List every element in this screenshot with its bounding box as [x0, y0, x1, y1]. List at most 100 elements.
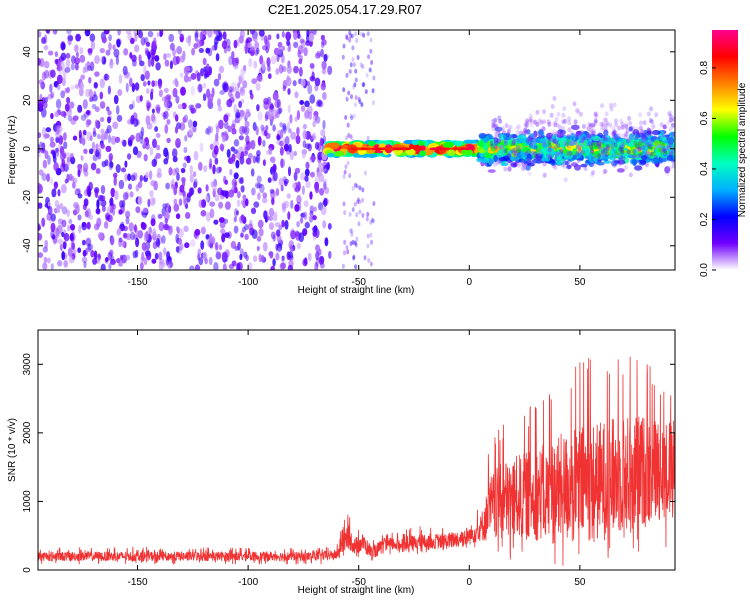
spectrogram-cell — [309, 94, 316, 104]
spectrogram-cell — [569, 141, 574, 146]
spectrogram-cell — [198, 47, 205, 54]
spectrogram-cell — [129, 231, 135, 241]
spectrogram-cell — [247, 262, 253, 270]
spectrogram-cell — [70, 84, 76, 91]
spectrogram-cell — [253, 60, 258, 69]
spectrogram-cell — [601, 149, 606, 155]
spectrogram-cell — [221, 233, 226, 243]
spectrogram-cell — [503, 166, 508, 172]
spectrogram-cell — [147, 57, 152, 68]
spectrogram-cell — [184, 66, 191, 72]
colorbar-tick-label: 0.0 — [699, 263, 710, 277]
spectrogram-cell — [262, 139, 266, 147]
spectrogram-cell — [609, 148, 616, 155]
spectrogram-cell — [628, 126, 633, 132]
spectrogram-cell — [41, 172, 47, 182]
spectrogram-cell — [43, 256, 48, 264]
spectrogram-cell — [257, 135, 262, 146]
spectrogram-cell — [233, 208, 239, 218]
spectrogram-cell — [94, 119, 99, 129]
spectrogram-cell — [606, 144, 610, 150]
spectrogram-cell — [151, 108, 155, 114]
spectrogram-cell — [477, 140, 485, 147]
spectrogram-cell — [222, 252, 229, 260]
spectrogram-cell — [60, 110, 67, 117]
spectrogram-cell — [118, 179, 125, 190]
spectrogram-cell — [620, 146, 625, 152]
spectrogram-cell — [179, 72, 184, 78]
spectrogram-cell — [641, 142, 646, 148]
spectrogram-cell — [574, 140, 579, 146]
spectrogram-cell — [211, 45, 217, 51]
spectrogram-cell — [219, 143, 225, 151]
spectrogram-cell — [603, 126, 608, 132]
spectrogram-cell — [604, 137, 609, 142]
spectrogram-cell — [668, 113, 673, 119]
spectrogram-y-tick-label: 40 — [22, 46, 33, 58]
spectrogram-cell — [520, 159, 525, 165]
spectrogram-cell — [553, 155, 558, 161]
spectrogram-cell — [515, 125, 519, 131]
spectrogram-cell — [269, 103, 274, 110]
spectrogram-cell — [83, 148, 88, 155]
spectrogram-cell — [188, 265, 195, 270]
spectrogram-cell — [588, 123, 596, 128]
spectrogram-cell — [625, 138, 630, 144]
spectrogram-cell — [87, 243, 92, 253]
spectrogram-cell — [442, 141, 455, 149]
spectrogram-cell — [86, 119, 92, 126]
spectrogram-cell — [372, 218, 375, 224]
spectrogram-cell — [359, 62, 363, 68]
spectrogram-cell — [320, 82, 327, 91]
spectrogram-cell — [155, 152, 162, 159]
spectrogram-cell — [609, 106, 614, 112]
spectrogram-cell — [526, 149, 531, 154]
spectrogram-cell — [252, 35, 258, 43]
colorbar-tick-label: 0.8 — [699, 61, 710, 75]
spectrogram-cell — [649, 131, 654, 137]
spectrogram-cell — [302, 229, 307, 237]
spectrogram-cell — [355, 147, 363, 151]
spectrogram-cell — [661, 143, 666, 149]
spectrogram-cell — [363, 255, 367, 261]
spectrogram-cell — [626, 136, 631, 142]
spectrogram-cell — [290, 230, 297, 240]
spectrogram-cell — [657, 142, 661, 148]
spectrogram-cell — [497, 159, 502, 165]
spectrogram-cell — [354, 68, 358, 74]
spectrogram-cell — [492, 122, 497, 128]
spectrogram-cell — [175, 55, 180, 65]
spectrogram-cell — [82, 129, 87, 136]
spectrogram-cell — [62, 68, 67, 79]
spectrogram-cell — [177, 30, 182, 35]
spectrogram-cell — [209, 242, 214, 249]
spectrogram-cell — [648, 144, 653, 150]
spectrogram-cell — [238, 75, 243, 84]
spectrogram-cell — [139, 60, 145, 67]
spectrogram-cell — [667, 133, 672, 139]
spectrogram-cell — [493, 117, 498, 123]
spectrogram-cell — [259, 183, 265, 194]
spectrogram-cell — [314, 141, 320, 150]
spectrogram-cell — [645, 148, 650, 154]
spectrogram-cell — [542, 161, 547, 167]
spectrogram-cell — [54, 51, 59, 58]
spectrogram-cell — [163, 53, 167, 61]
spectrogram-cell — [525, 156, 530, 162]
spectrogram-cell — [534, 153, 539, 159]
spectrogram-cell — [145, 143, 150, 150]
spectrogram-cell — [136, 150, 142, 159]
spectrogram-cell — [578, 148, 583, 154]
spectrogram-cell — [191, 47, 196, 56]
spectrogram-cell — [556, 133, 565, 138]
spectrogram-cell — [65, 58, 71, 68]
colorbar-label: Normalized spectral amplitude — [737, 82, 748, 217]
spectrogram-cell — [208, 126, 214, 134]
spectrogram-cell — [221, 82, 227, 91]
spectrogram-cell — [268, 222, 275, 231]
spectrogram-cell — [604, 111, 609, 117]
spectrogram-cell — [174, 167, 180, 174]
spectrogram-cell — [117, 30, 121, 36]
spectrogram-cell — [666, 120, 671, 126]
